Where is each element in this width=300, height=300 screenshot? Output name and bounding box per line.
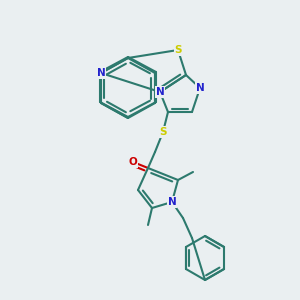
Text: S: S [174,45,182,55]
Text: O: O [129,157,137,167]
Text: N: N [196,83,204,93]
Text: N: N [97,68,105,78]
Text: N: N [168,197,176,207]
Text: N: N [156,87,164,97]
Text: S: S [159,127,167,137]
